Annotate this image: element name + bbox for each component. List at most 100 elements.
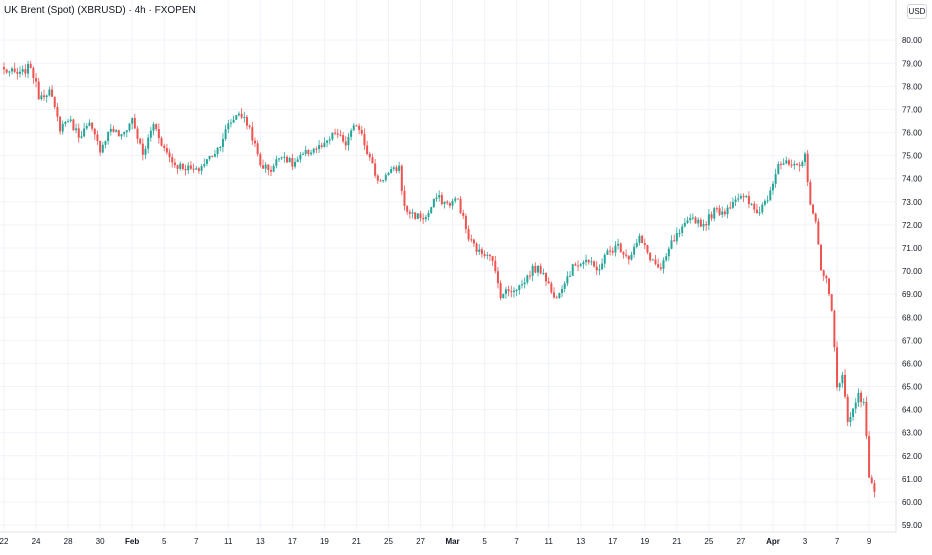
candle-down (870, 477, 873, 484)
candle-up (101, 144, 104, 153)
candle-down (259, 154, 262, 166)
candle-down (462, 212, 465, 216)
y-tick-label: 65.00 (902, 383, 923, 392)
price-axis[interactable]: 80.00 79.00 78.00 77.00 76.00 75.00 74.00 73.00… (902, 36, 923, 530)
y-tick-label: 60.00 (902, 498, 923, 507)
candle-down (534, 265, 537, 273)
candle-down (53, 96, 56, 107)
candle-down (253, 140, 256, 144)
y-tick-label: 67.00 (902, 336, 923, 345)
candle-up (670, 240, 673, 249)
candle-up (523, 282, 526, 285)
candle-up (283, 156, 286, 158)
candle-up (761, 204, 764, 213)
y-tick-label: 76.00 (902, 129, 923, 138)
y-tick-label: 61.00 (902, 475, 923, 484)
candle-up (702, 224, 705, 227)
candle-up (280, 157, 283, 159)
candle-up (331, 132, 334, 140)
candle-down (406, 206, 409, 212)
candle-down (320, 145, 323, 147)
x-tick-label: 3 (803, 537, 808, 546)
candle-down (192, 168, 195, 170)
candle-up (774, 173, 777, 184)
candle-up (187, 165, 190, 171)
candle-up (630, 254, 633, 260)
x-tick-label: 21 (352, 537, 361, 546)
x-tick-label: Mar (445, 537, 459, 546)
candle-up (195, 168, 198, 170)
candle-down (844, 374, 847, 397)
candle-down (408, 211, 411, 214)
x-tick-label: 24 (32, 537, 41, 546)
candle-down (379, 180, 382, 182)
candle-up (771, 183, 774, 191)
candle-down (59, 116, 62, 132)
candle-up (216, 147, 219, 155)
candle-up (149, 130, 152, 138)
x-tick-label: 5 (162, 537, 167, 546)
x-tick-label: 17 (288, 537, 297, 546)
candle-down (790, 164, 793, 166)
candle-up (8, 71, 11, 73)
candle-up (11, 68, 14, 72)
candle-up (427, 212, 430, 218)
candle-up (697, 219, 700, 224)
candle-down (334, 132, 337, 134)
candle-up (179, 163, 182, 169)
candle-up (563, 283, 566, 289)
candle-up (416, 213, 419, 219)
candle-down (715, 208, 718, 210)
y-tick-label: 77.00 (902, 105, 923, 114)
candle-up (296, 159, 299, 162)
candle-down (168, 152, 171, 158)
candle-down (267, 164, 270, 171)
candle-up (432, 198, 435, 208)
x-tick-label: 9 (867, 537, 872, 546)
candle-down (795, 163, 798, 165)
candle-up (731, 201, 734, 208)
x-tick-label: 22 (0, 537, 9, 546)
currency-button[interactable]: USD (907, 4, 927, 19)
candle-up (782, 163, 785, 165)
candle-down (574, 264, 577, 266)
candle-down (77, 128, 80, 138)
candle-up (232, 119, 235, 123)
candle-down (459, 198, 462, 213)
candle-up (275, 159, 278, 166)
x-tick-label: 5 (482, 537, 487, 546)
candle-down (545, 273, 548, 282)
candle-down (555, 297, 558, 299)
candle-up (520, 284, 523, 286)
candle-down (499, 283, 502, 299)
candle-up (512, 290, 515, 293)
candle-down (467, 229, 470, 240)
candle-up (571, 264, 574, 276)
time-axis[interactable]: 22 24 28 30 Feb 5 7 11 13 17 19 21 25 27 Mar 5 7 11 13 17 19… (0, 537, 872, 546)
candle-down (24, 69, 27, 74)
candle-up (237, 113, 240, 116)
candle-up (75, 128, 78, 131)
candle-down (173, 162, 176, 166)
candle-up (219, 146, 222, 148)
candle-down (43, 95, 46, 98)
candle-up (638, 235, 641, 243)
candle-up (67, 121, 70, 123)
candle-down (56, 106, 59, 117)
candle-up (104, 141, 107, 145)
candle-down (491, 256, 494, 261)
candle-down (577, 265, 580, 267)
candle-up (606, 250, 609, 255)
candle-up (326, 140, 329, 143)
candle-down (611, 250, 614, 253)
candle-up (558, 293, 561, 298)
candle-down (868, 436, 871, 478)
candle-down (787, 160, 790, 165)
candle-down (806, 153, 809, 183)
candle-down (547, 281, 550, 284)
candle-down (136, 128, 139, 139)
candle-down (112, 128, 115, 132)
candle-up (411, 212, 414, 214)
